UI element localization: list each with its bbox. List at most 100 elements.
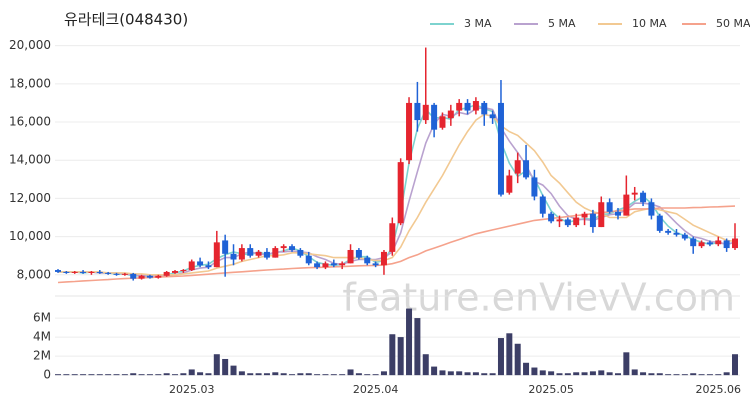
candle-body	[464, 102, 471, 111]
candle-body	[364, 257, 371, 264]
candle-body	[640, 192, 647, 203]
x-tick-label: 2025.05	[528, 383, 574, 396]
volume-tick-label: 0	[43, 368, 51, 382]
candle-body	[71, 271, 78, 273]
candle-body	[88, 271, 95, 273]
volume-bar	[55, 374, 61, 376]
legend-label: 10 MA	[632, 17, 667, 30]
volume-bar	[213, 354, 220, 376]
volume-bar	[339, 374, 346, 376]
volume-bar	[263, 373, 270, 376]
candle-body	[489, 114, 496, 119]
candle-body	[573, 217, 580, 226]
candle-body	[380, 251, 387, 266]
candle-body	[681, 234, 688, 239]
candle-body	[698, 242, 705, 247]
candle-body	[673, 232, 680, 235]
volume-bar	[439, 370, 446, 376]
volume-bar	[456, 371, 463, 376]
candle-body	[314, 263, 321, 268]
volume-bar	[188, 369, 195, 376]
candle-body	[414, 102, 421, 121]
volume-bar	[673, 374, 680, 376]
volume-bar	[531, 367, 538, 376]
ma-line	[58, 113, 736, 276]
y-tick-label: 14,000	[9, 153, 51, 167]
y-tick-label: 18,000	[9, 76, 51, 90]
volume-bar	[447, 371, 454, 376]
volume-bar	[71, 374, 78, 376]
candle-body	[556, 219, 563, 222]
volume-bar	[556, 373, 563, 376]
candle-body	[339, 263, 346, 266]
volume-bar	[489, 373, 496, 376]
candle-body	[238, 248, 245, 260]
volume-bar	[96, 374, 103, 376]
candle-body	[548, 213, 555, 222]
candle-body	[648, 202, 655, 216]
candle-body	[330, 263, 337, 266]
candle-body	[146, 275, 153, 278]
candle-body	[55, 270, 61, 272]
candle-body	[205, 265, 212, 268]
volume-bar	[289, 374, 296, 376]
volume-bar	[172, 374, 179, 376]
volume-bar	[380, 371, 387, 376]
legend-label: 5 MA	[548, 17, 576, 30]
volume-bar	[497, 338, 504, 376]
y-tick-label: 10,000	[9, 229, 51, 243]
candle-body	[222, 240, 229, 254]
volume-bar	[180, 373, 187, 376]
volume-bar	[330, 374, 337, 376]
volume-bar	[138, 374, 145, 376]
candle-body	[389, 223, 396, 252]
volume-bar	[314, 374, 321, 376]
volume-tick-label: 6M	[33, 311, 51, 325]
volume-bar	[464, 372, 471, 376]
candle-body	[631, 192, 638, 195]
y-tick-label: 12,000	[9, 191, 51, 205]
candle-body	[230, 253, 237, 260]
volume-bar	[113, 374, 120, 376]
volume-bar	[247, 373, 254, 376]
volume-bar	[105, 374, 112, 376]
candle-body	[247, 248, 254, 256]
candle-body	[715, 240, 722, 245]
volume-bar	[197, 372, 204, 376]
volume-bar	[146, 374, 153, 376]
candle-body	[105, 272, 112, 274]
y-tick-label: 8,000	[17, 267, 51, 281]
volume-bar	[640, 372, 647, 376]
y-tick-label: 20,000	[9, 38, 51, 52]
volume-bar	[63, 374, 70, 376]
x-tick-label: 2025.06	[696, 383, 742, 396]
volume-bar	[589, 371, 596, 376]
x-tick-label: 2025.04	[353, 383, 399, 396]
candle-body	[422, 104, 429, 121]
volume-bar	[648, 373, 655, 376]
candle-body	[531, 177, 538, 197]
volume-bar	[598, 370, 605, 376]
volume-bar	[88, 374, 95, 376]
volume-bar	[623, 352, 630, 376]
watermark: feature.enVievV.com	[342, 276, 735, 320]
candle-body	[113, 273, 120, 275]
candle-body	[614, 211, 621, 216]
candle-body	[372, 263, 379, 266]
volume-bar	[539, 370, 546, 376]
candle-body	[96, 271, 103, 273]
volume-bar	[355, 373, 362, 376]
candle-body	[447, 110, 454, 119]
volume-bar	[222, 358, 229, 376]
ma-line	[58, 103, 736, 279]
candle-body	[656, 215, 663, 231]
volume-bar	[514, 343, 521, 376]
volume-bar	[255, 373, 262, 376]
candle-body	[732, 238, 738, 249]
candle-body	[665, 230, 672, 233]
ma-line	[57, 205, 736, 284]
candle-body	[180, 270, 187, 272]
volume-bar	[372, 374, 379, 376]
